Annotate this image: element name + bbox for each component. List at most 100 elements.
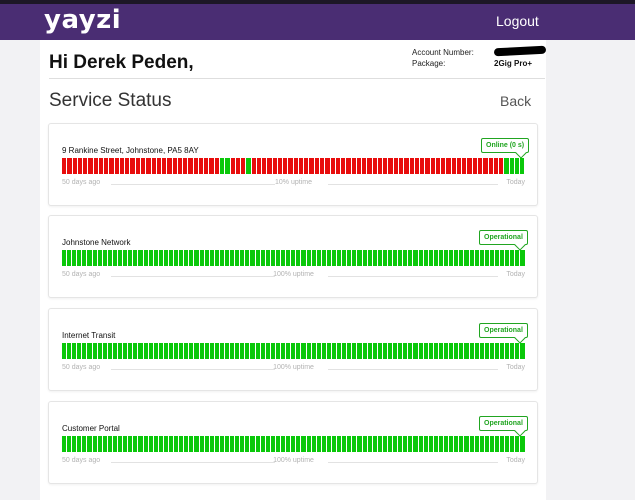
uptime-segment-up[interactable]: [403, 343, 408, 359]
uptime-segment-down[interactable]: [183, 158, 188, 174]
uptime-segment-up[interactable]: [444, 250, 449, 266]
uptime-segment-up[interactable]: [500, 343, 505, 359]
uptime-segment-up[interactable]: [342, 436, 347, 452]
uptime-segment-up[interactable]: [72, 436, 77, 452]
uptime-segment-up[interactable]: [214, 250, 219, 266]
uptime-segment-up[interactable]: [331, 436, 337, 452]
uptime-segment-up[interactable]: [92, 250, 97, 266]
uptime-segment-down[interactable]: [488, 158, 493, 174]
uptime-segment-up[interactable]: [281, 250, 286, 266]
uptime-segment-down[interactable]: [462, 158, 467, 174]
uptime-segment-up[interactable]: [504, 158, 509, 174]
uptime-segment-down[interactable]: [83, 158, 88, 174]
uptime-segment-down[interactable]: [93, 158, 98, 174]
uptime-segment-up[interactable]: [500, 436, 505, 452]
uptime-segment-up[interactable]: [184, 436, 189, 452]
uptime-segment-up[interactable]: [209, 250, 214, 266]
uptime-segment-up[interactable]: [382, 250, 387, 266]
uptime-segment-up[interactable]: [484, 250, 489, 266]
uptime-segment-down[interactable]: [188, 158, 193, 174]
uptime-segment-up[interactable]: [474, 436, 479, 452]
uptime-segment-up[interactable]: [250, 343, 255, 359]
uptime-segment-up[interactable]: [163, 250, 168, 266]
uptime-segment-up[interactable]: [219, 250, 224, 266]
uptime-segment-up[interactable]: [158, 436, 163, 452]
uptime-segment-up[interactable]: [158, 343, 163, 359]
uptime-segment-up[interactable]: [469, 343, 474, 359]
uptime-segment-up[interactable]: [500, 250, 505, 266]
uptime-segment-up[interactable]: [174, 436, 179, 452]
uptime-segment-up[interactable]: [423, 343, 428, 359]
uptime-segment-up[interactable]: [128, 343, 133, 359]
uptime-segment-up[interactable]: [168, 250, 174, 266]
uptime-segment-down[interactable]: [209, 158, 214, 174]
uptime-segment-up[interactable]: [311, 436, 316, 452]
uptime-segment-up[interactable]: [189, 250, 194, 266]
uptime-segment-up[interactable]: [275, 250, 281, 266]
uptime-segment-up[interactable]: [107, 250, 112, 266]
uptime-segment-down[interactable]: [356, 158, 362, 174]
uptime-segment-up[interactable]: [163, 436, 168, 452]
uptime-segment-up[interactable]: [413, 436, 418, 452]
uptime-segment-up[interactable]: [494, 436, 500, 452]
uptime-segment-up[interactable]: [352, 436, 357, 452]
uptime-segment-down[interactable]: [162, 158, 167, 174]
uptime-segment-up[interactable]: [520, 436, 525, 452]
uptime-segment-up[interactable]: [347, 436, 352, 452]
back-link[interactable]: Back: [500, 93, 532, 109]
uptime-segment-up[interactable]: [382, 343, 387, 359]
uptime-segment-up[interactable]: [347, 343, 352, 359]
uptime-segment-up[interactable]: [403, 250, 408, 266]
uptime-segment-up[interactable]: [107, 436, 112, 452]
uptime-segment-up[interactable]: [214, 343, 219, 359]
uptime-segment-up[interactable]: [388, 343, 393, 359]
uptime-segment-up[interactable]: [240, 343, 245, 359]
uptime-segment-up[interactable]: [286, 343, 291, 359]
uptime-segment-up[interactable]: [179, 250, 184, 266]
uptime-segment-down[interactable]: [341, 158, 346, 174]
uptime-segment-up[interactable]: [82, 436, 87, 452]
uptime-segment-down[interactable]: [477, 158, 483, 174]
uptime-segment-up[interactable]: [72, 343, 77, 359]
uptime-segment-up[interactable]: [515, 343, 520, 359]
uptime-segment-up[interactable]: [428, 343, 433, 359]
uptime-segment-up[interactable]: [260, 343, 265, 359]
uptime-segment-up[interactable]: [240, 436, 245, 452]
uptime-segment-up[interactable]: [321, 343, 326, 359]
uptime-segment-up[interactable]: [505, 343, 510, 359]
uptime-segment-down[interactable]: [172, 158, 177, 174]
uptime-segment-down[interactable]: [156, 158, 162, 174]
uptime-segment-up[interactable]: [464, 250, 469, 266]
uptime-segment-up[interactable]: [444, 436, 449, 452]
uptime-segment-up[interactable]: [331, 250, 337, 266]
uptime-segment-up[interactable]: [235, 436, 240, 452]
uptime-segment-up[interactable]: [133, 250, 138, 266]
uptime-segment-up[interactable]: [219, 343, 224, 359]
uptime-segment-up[interactable]: [321, 436, 326, 452]
uptime-segment-up[interactable]: [225, 158, 230, 174]
uptime-segment-up[interactable]: [337, 436, 342, 452]
uptime-segment-up[interactable]: [291, 343, 296, 359]
uptime-segment-up[interactable]: [372, 436, 377, 452]
uptime-segment-up[interactable]: [520, 250, 525, 266]
uptime-segment-up[interactable]: [316, 343, 321, 359]
uptime-segment-down[interactable]: [140, 158, 146, 174]
uptime-segment-up[interactable]: [143, 343, 148, 359]
uptime-segment-up[interactable]: [357, 250, 362, 266]
uptime-segment-up[interactable]: [179, 343, 184, 359]
uptime-segment-up[interactable]: [342, 343, 347, 359]
uptime-segment-up[interactable]: [102, 436, 107, 452]
uptime-segment-up[interactable]: [362, 250, 367, 266]
uptime-segment-up[interactable]: [306, 436, 311, 452]
uptime-segment-up[interactable]: [413, 250, 418, 266]
uptime-segment-down[interactable]: [204, 158, 209, 174]
uptime-segment-up[interactable]: [398, 436, 403, 452]
uptime-segment-down[interactable]: [62, 158, 67, 174]
uptime-segment-up[interactable]: [408, 250, 413, 266]
uptime-segment-up[interactable]: [143, 250, 148, 266]
uptime-segment-up[interactable]: [301, 436, 306, 452]
uptime-segment-up[interactable]: [123, 250, 128, 266]
uptime-segment-down[interactable]: [130, 158, 135, 174]
uptime-segment-up[interactable]: [331, 343, 337, 359]
uptime-segment-down[interactable]: [151, 158, 156, 174]
